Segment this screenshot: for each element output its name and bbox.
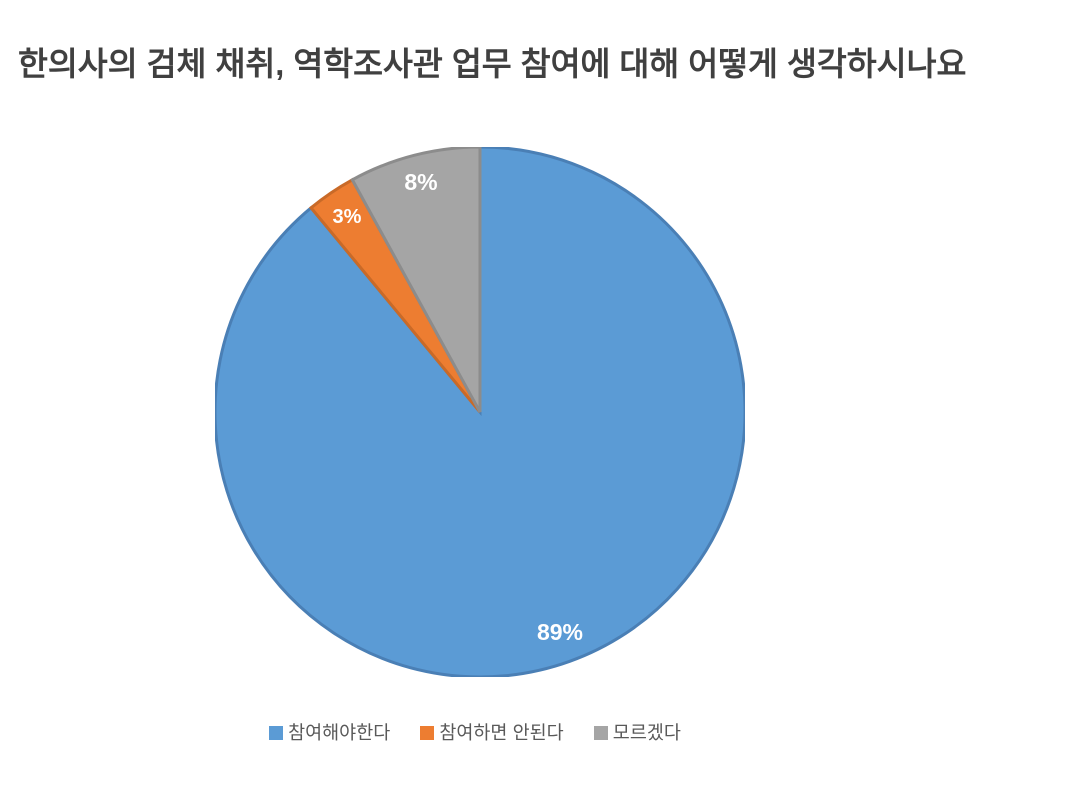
svg-text:8%: 8%: [404, 169, 437, 195]
svg-text:89%: 89%: [537, 619, 583, 645]
svg-text:3%: 3%: [333, 206, 362, 228]
